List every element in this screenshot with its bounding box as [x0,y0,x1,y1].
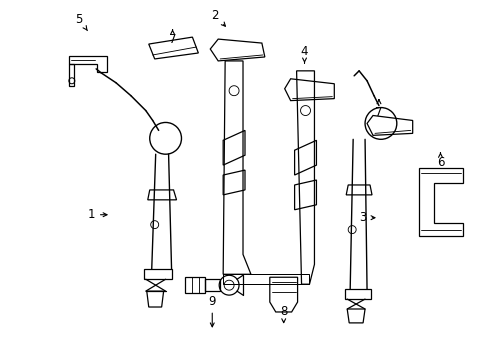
Bar [205,279,220,291]
Text: 6: 6 [436,153,443,168]
Text: 5: 5 [76,13,87,31]
Text: 4: 4 [300,45,307,63]
Text: 9: 9 [208,294,216,327]
Text: 7: 7 [374,100,382,119]
Bar [185,277,205,293]
Text: 8: 8 [280,306,287,323]
Text: 1: 1 [87,208,107,221]
Text: 7: 7 [168,30,176,46]
Text: 3: 3 [359,211,374,224]
Text: 2: 2 [211,9,225,26]
